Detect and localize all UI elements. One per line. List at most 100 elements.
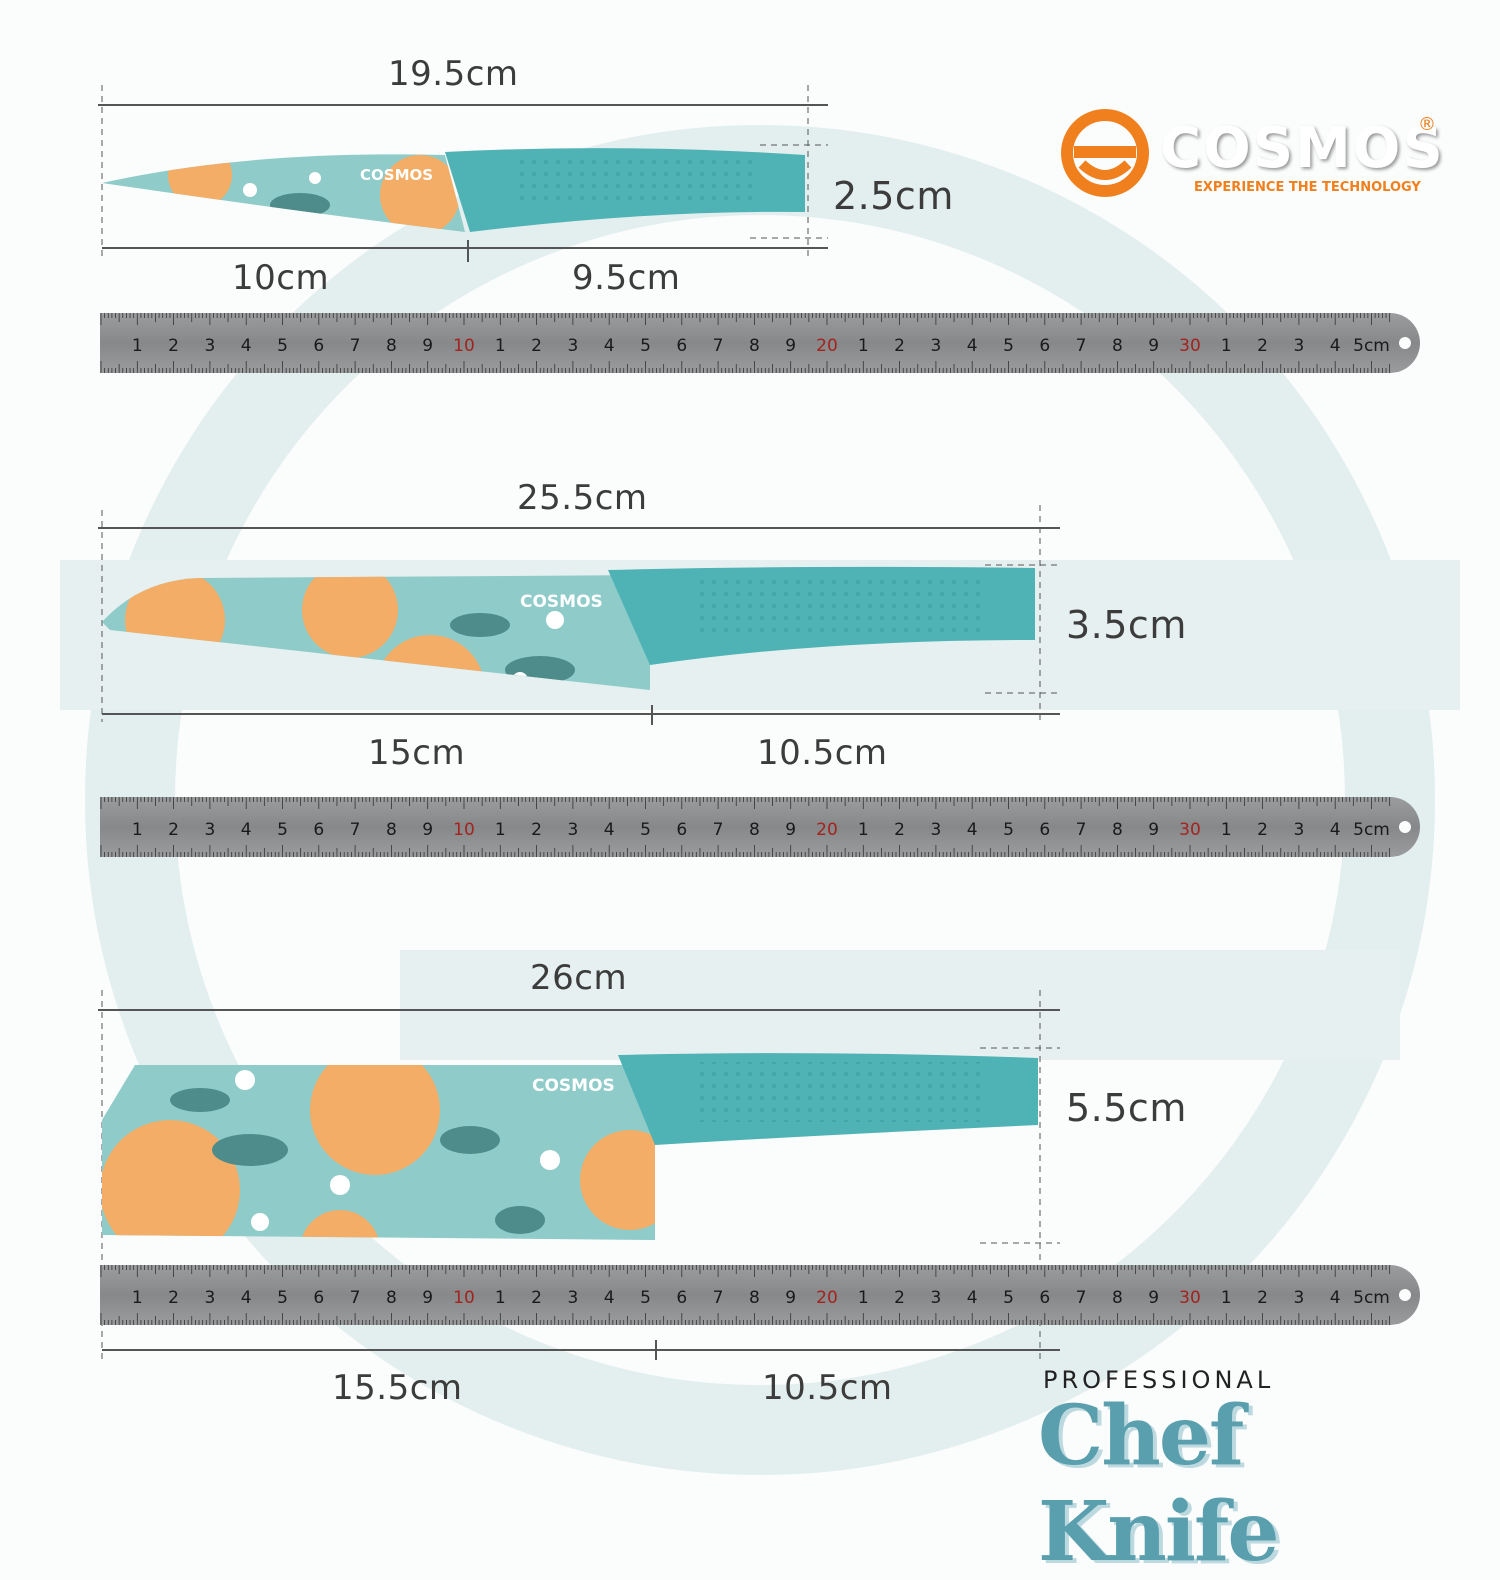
ruler-label: 20 — [816, 820, 838, 840]
ruler-label: 10 — [453, 1288, 475, 1308]
ruler-label: 9 — [422, 336, 433, 356]
ruler-label: 6 — [1039, 336, 1050, 356]
knife2-blade-length: 15cm — [368, 733, 466, 773]
ruler-label: 2 — [894, 820, 905, 840]
ruler-label: 9 — [785, 820, 796, 840]
ruler-label: 8 — [749, 1288, 760, 1308]
ruler-label: 3 — [930, 336, 941, 356]
ruler-label: 10 — [453, 820, 475, 840]
ruler-label: 30 — [1179, 336, 1201, 356]
ruler-label: 2 — [531, 336, 542, 356]
ruler-label: 30 — [1179, 1288, 1201, 1308]
ruler-label: 5 — [1003, 820, 1014, 840]
dimension-lines — [98, 85, 1060, 1360]
ruler-label: 9 — [1148, 336, 1159, 356]
ruler-label: 1 — [858, 820, 869, 840]
ruler-label: 1 — [1221, 336, 1232, 356]
ruler-label: 4 — [604, 1288, 615, 1308]
ruler-label: 8 — [749, 820, 760, 840]
knife2-blade — [102, 575, 650, 690]
knife-paring — [102, 148, 1038, 1240]
ruler-label: 7 — [350, 820, 361, 840]
ruler-label: 3 — [204, 820, 215, 840]
ruler-label: 9 — [422, 1288, 433, 1308]
ruler-label: 1 — [1221, 1288, 1232, 1308]
ruler-label: 6 — [313, 820, 324, 840]
ruler-label: 1 — [858, 336, 869, 356]
ruler-label: 3 — [567, 1288, 578, 1308]
ruler-label: 9 — [422, 820, 433, 840]
ruler-label: 3 — [204, 1288, 215, 1308]
ruler-3: 1 2 3 4 5 6 7 8 9 10 1 2 3 4 5 6 7 8 9 20 1 2 3 4 5 6 7 8 9 30 1 2 3 4 5cm — [100, 1265, 1420, 1325]
ruler-label: 8 — [1112, 336, 1123, 356]
knife1-blade — [102, 154, 465, 232]
ruler-label: 6 — [1039, 1288, 1050, 1308]
knife1-blade-logo: COSMOS — [360, 166, 434, 184]
ruler-label: 30 — [1179, 820, 1201, 840]
ruler-label: 2 — [168, 820, 179, 840]
ruler-label: 20 — [816, 1288, 838, 1308]
knife2-total-length: 25.5cm — [517, 478, 648, 518]
ruler-label: 8 — [1112, 820, 1123, 840]
registered-mark: ® — [1418, 114, 1436, 135]
ruler-label: 1 — [1221, 820, 1232, 840]
ruler-label: 6 — [676, 1288, 687, 1308]
ruler-label: 4 — [241, 820, 252, 840]
knife3-total-length: 26cm — [530, 958, 628, 998]
ruler-label: 7 — [1076, 336, 1087, 356]
ruler-label: 1 — [495, 1288, 506, 1308]
ruler-label: 7 — [350, 1288, 361, 1308]
ruler-label: 6 — [1039, 820, 1050, 840]
brand-logo: COSMOS ® EXPERIENCE THE TECHNOLOGY — [1060, 108, 1443, 198]
ruler-label: 4 — [967, 336, 978, 356]
ruler-label: 4 — [241, 1288, 252, 1308]
ruler-2: 1 2 3 4 5 6 7 8 9 10 1 2 3 4 5 6 7 8 9 20 1 2 3 4 5 6 7 8 9 30 1 2 3 4 5cm — [100, 797, 1420, 857]
ruler-label: 5 — [640, 820, 651, 840]
ruler-label: 3 — [1293, 336, 1304, 356]
ruler-label: 5 — [1003, 1288, 1014, 1308]
ruler-label: 8 — [749, 336, 760, 356]
ruler-label: 5 — [1003, 336, 1014, 356]
ruler-label: 1 — [495, 336, 506, 356]
ruler-label: 2 — [894, 1288, 905, 1308]
ruler-label: 5cm — [1353, 820, 1390, 840]
knife1-total-length: 19.5cm — [388, 54, 519, 94]
ruler-label: 3 — [1293, 820, 1304, 840]
ruler-label: 8 — [386, 336, 397, 356]
ruler-label: 7 — [1076, 1288, 1087, 1308]
knife1-blade-length: 10cm — [232, 258, 330, 298]
title-professional: PROFESSIONAL — [1043, 1366, 1275, 1394]
ruler-label: 5 — [277, 1288, 288, 1308]
knife2-handle-length: 10.5cm — [757, 733, 888, 773]
ruler-label: 7 — [350, 336, 361, 356]
ruler-label: 2 — [1257, 336, 1268, 356]
ruler-hang-hole — [1399, 337, 1411, 349]
ruler-label: 5cm — [1353, 1288, 1390, 1308]
ruler-label: 2 — [168, 1288, 179, 1308]
ruler-label: 2 — [1257, 1288, 1268, 1308]
ruler-label: 5 — [277, 336, 288, 356]
ruler-hang-hole — [1399, 821, 1411, 833]
ruler-label: 2 — [168, 336, 179, 356]
ruler-label: 4 — [967, 820, 978, 840]
ruler-label: 1 — [132, 1288, 143, 1308]
ruler-label: 20 — [816, 336, 838, 356]
ruler-label: 7 — [1076, 820, 1087, 840]
ruler-label: 3 — [567, 336, 578, 356]
ruler-label: 1 — [858, 1288, 869, 1308]
ruler-label: 1 — [132, 336, 143, 356]
ruler-label: 2 — [894, 336, 905, 356]
ruler-label: 8 — [1112, 1288, 1123, 1308]
ruler-label: 6 — [313, 1288, 324, 1308]
ruler-1: 1 2 3 4 5 6 7 8 9 10 1 2 3 4 5 6 7 8 9 20 1 2 3 4 5 6 7 8 9 30 1 2 3 4 5cm — [100, 313, 1420, 373]
knife3-height: 5.5cm — [1066, 1086, 1187, 1130]
ruler-label: 2 — [531, 1288, 542, 1308]
ruler-label: 2 — [531, 820, 542, 840]
ruler-label: 10 — [453, 336, 475, 356]
ruler-label: 7 — [713, 1288, 724, 1308]
cosmos-e-icon — [1061, 109, 1149, 197]
ruler-label: 2 — [1257, 820, 1268, 840]
ruler-label: 8 — [386, 820, 397, 840]
ruler-label: 5 — [640, 336, 651, 356]
ruler-label: 4 — [1330, 1288, 1341, 1308]
